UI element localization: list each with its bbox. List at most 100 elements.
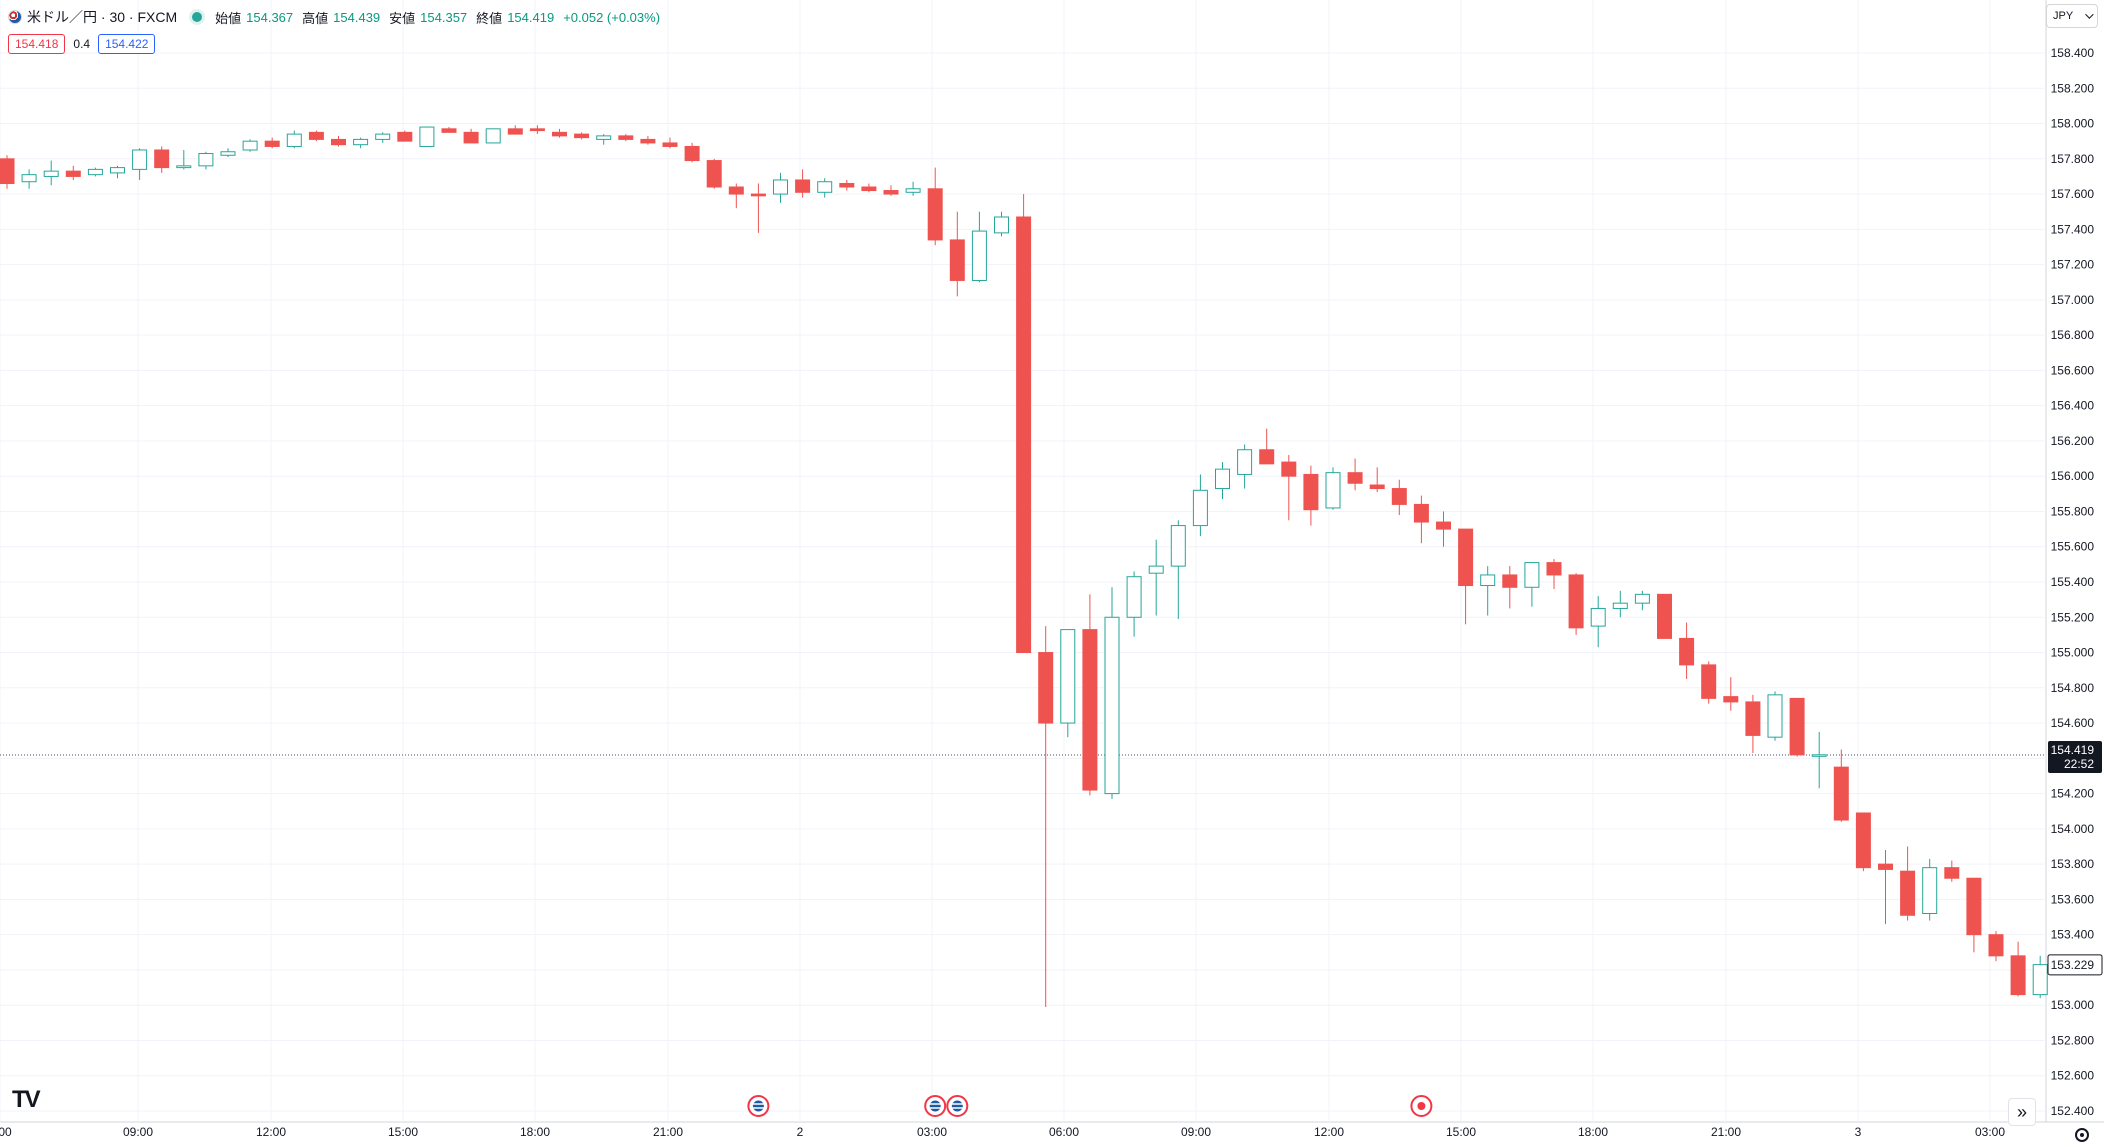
candle-body-down [706, 160, 722, 188]
candle-body-up [485, 128, 501, 144]
y-tick-label: 153.600 [2051, 892, 2095, 906]
candle-body-up [43, 170, 59, 177]
candle-body-down [1259, 449, 1275, 465]
bid-price-button[interactable]: 154.418 [8, 34, 66, 54]
y-tick-label: 154.800 [2051, 681, 2095, 695]
candle-body-up [1811, 754, 1827, 757]
candle-body-up [994, 216, 1009, 234]
ask-price-button[interactable]: 154.422 [98, 34, 156, 54]
candle-body-down [574, 133, 590, 139]
candle-body-down [1281, 461, 1297, 477]
x-tick-label: 12:00 [1314, 1125, 1344, 1139]
candle-body-down [1679, 637, 1695, 666]
candle-body-up [1192, 489, 1208, 527]
candle-body-down [728, 186, 744, 195]
candle-body-up [87, 168, 103, 176]
candle-body-down [839, 182, 855, 188]
candle-body-up [773, 179, 788, 195]
y-tick-label: 153.000 [2051, 998, 2095, 1012]
candle-body-down [1878, 863, 1893, 870]
candle-body-up [596, 135, 612, 140]
secondary-price-label: 153.229 [2051, 958, 2095, 972]
candle-body-up [286, 133, 302, 147]
chevron-down-icon [2085, 10, 2094, 19]
candle-body-down [463, 131, 479, 144]
candle-body-down [1657, 593, 1672, 639]
candle-body-down [1413, 503, 1429, 523]
y-tick-label: 152.400 [2051, 1104, 2095, 1118]
symbol-title[interactable]: 米ドル／円 · 30 · FXCM [27, 9, 178, 25]
candle-body-down [861, 186, 877, 192]
economic-event-center-icon [1417, 1102, 1426, 1110]
y-tick-label: 158.400 [2051, 46, 2095, 60]
price-change: +0.052 (+0.03%) [563, 9, 661, 25]
us-japan-flag-icon [8, 10, 22, 24]
currency-label: JPY [2053, 10, 2074, 22]
candle-body-down [1038, 652, 1054, 724]
candle-body-down [1701, 664, 1717, 699]
secondary-price-badge [2047, 954, 2103, 976]
last-price-badge [2048, 740, 2102, 773]
settings-icon[interactable] [2075, 1128, 2089, 1142]
candle-body-up [905, 188, 921, 193]
candle-body-up [971, 230, 987, 281]
candle-body-up [220, 151, 236, 156]
candle-body-down [1082, 629, 1098, 791]
candle-body-up [1237, 449, 1253, 475]
y-tick-label: 155.000 [2051, 646, 2095, 660]
y-tick-label: 158.200 [2051, 81, 2095, 95]
x-tick-label: 2 [797, 1125, 804, 1139]
candle-body-down [529, 128, 545, 132]
candle-body-down [331, 138, 346, 146]
us-event-flag-icon [928, 1099, 942, 1113]
candle-body-up [1104, 616, 1120, 795]
us-event-flag-icon [950, 1099, 964, 1113]
y-tick-label: 155.400 [2051, 575, 2095, 589]
candle-body-down [1436, 521, 1451, 530]
candle-body-up [419, 126, 435, 147]
y-tick-label: 157.000 [2051, 293, 2095, 307]
y-tick-label: 152.600 [2051, 1069, 2095, 1083]
countdown-label: 22:52 [2064, 757, 2094, 771]
y-tick-label: 156.800 [2051, 328, 2095, 342]
close-value: 154.419 [507, 9, 555, 25]
candle-body-down [154, 149, 170, 169]
candle-body-down [441, 128, 457, 133]
scroll-right-button[interactable]: » [2008, 1098, 2036, 1126]
us-event-flag-icon [751, 1099, 765, 1113]
candle-body-down [1347, 472, 1363, 484]
candle-body-up [132, 149, 148, 170]
open-value: 154.367 [246, 9, 294, 25]
candle-body-down [662, 142, 678, 147]
candle-body-down [1988, 934, 2004, 957]
y-tick-label: 155.800 [2051, 504, 2095, 518]
tradingview-logo[interactable]: TV [12, 1086, 41, 1113]
candle-body-up [21, 174, 37, 183]
x-tick-label: 15:00 [388, 1125, 418, 1139]
candle-body-up [817, 181, 833, 193]
candle-body-down [65, 170, 81, 177]
y-tick-label: 154.200 [2051, 787, 2095, 801]
y-tick-label: 156.600 [2051, 363, 2095, 377]
y-tick-label: 157.400 [2051, 222, 2095, 236]
currency-dropdown[interactable]: JPY [2046, 4, 2098, 28]
candle-body-down [795, 179, 811, 193]
candle-body-down [883, 190, 899, 195]
candle-body-up [242, 140, 258, 151]
candle-body-down [1391, 488, 1407, 505]
y-tick-label: 153.400 [2051, 928, 2095, 942]
market-status-icon [192, 12, 203, 22]
candle-body-down [1303, 473, 1319, 511]
last-price-label: 154.419 [2051, 743, 2095, 757]
candle-body-up [1612, 602, 1628, 609]
candle-body-up [1524, 562, 1540, 588]
candle-body-up [110, 167, 125, 174]
candle-body-up [1060, 629, 1076, 724]
candle-body-down [1833, 766, 1849, 821]
candle-body-down [1502, 574, 1518, 588]
candle-body-down [1568, 574, 1584, 629]
candle-body-down [750, 193, 766, 197]
candle-body-down [0, 158, 15, 184]
